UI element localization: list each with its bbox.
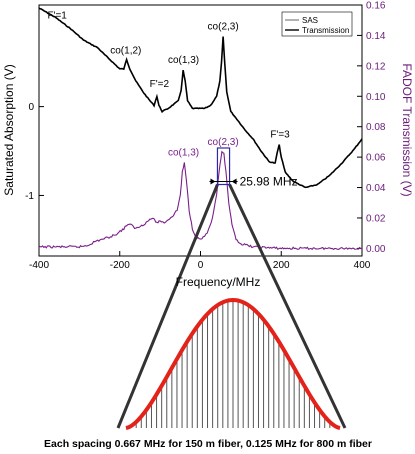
y-right-tick-label: 0.04: [366, 183, 386, 194]
figure-caption: Each spacing 0.667 MHz for 150 m fiber, …: [44, 438, 372, 450]
legend: SAS Transmission: [281, 11, 353, 37]
y-right-axis-ticks: 0.00 0.02 0.04 0.06 0.08 0.10 0.12 0.14 0.16: [357, 1, 386, 255]
width-marker-arrow-left: [210, 178, 216, 185]
peak-annotation: F'=1: [47, 11, 67, 22]
y-right-tick-label: 0.10: [366, 92, 386, 103]
x-tick-label: 0: [198, 260, 204, 271]
peak-annotation: co(1,3): [168, 148, 199, 159]
x-axis-ticks: -400 -200 0 200 400: [29, 251, 371, 271]
peak-annotation: F'=3: [270, 129, 290, 140]
y-right-tick-label: 0.06: [366, 153, 386, 164]
x-tick-label: 400: [354, 260, 371, 271]
y-right-tick-label: 0.00: [366, 244, 386, 255]
zoom-window: [216, 147, 231, 186]
legend-label-transmission: Transmission: [302, 26, 349, 35]
inset-envelope-curve: [125, 297, 341, 430]
peak-annotation: co(2,3): [208, 137, 239, 148]
y-right-tick-label: 0.14: [366, 31, 386, 42]
x-tick-label: 200: [273, 260, 290, 271]
x-axis-title: Frequency/MHz: [176, 275, 261, 289]
peak-annotation: co(1,2): [110, 46, 141, 57]
width-label: 25.98 MHz: [240, 174, 298, 188]
peak-annotation: co(1,3): [168, 55, 199, 66]
zoom-layer: 25.98 MHz: [116, 147, 347, 429]
zoom-inset: [125, 297, 341, 430]
series-layer: [38, 7, 363, 251]
legend-box: [281, 11, 353, 37]
y-right-tick-label: 0.08: [366, 122, 386, 133]
y-right-axis-title: FADOF Transmission (V): [400, 63, 414, 196]
y-left-axis-ticks: 0 -1: [25, 102, 44, 202]
peak-annotation: co(2,3): [208, 21, 239, 32]
y-left-axis-title: Saturated Absorption (V): [2, 64, 16, 195]
peak-annotation: F'=2: [150, 79, 170, 90]
y-right-tick-label: 0.12: [366, 61, 386, 72]
series-sas-line: [38, 7, 363, 189]
x-tick-label: -400: [29, 260, 49, 271]
zoom-funnel-right: [228, 183, 347, 429]
y-right-tick-label: 0.16: [366, 1, 386, 12]
y-left-tick-label: -1: [25, 191, 34, 202]
x-tick-label: -200: [110, 260, 130, 271]
series-transmission-line: [38, 150, 363, 251]
legend-label-sas: SAS: [302, 16, 318, 25]
y-right-tick-label: 0.02: [366, 213, 386, 224]
width-marker-arrow-right: [231, 178, 237, 185]
zoom-funnel-left: [116, 183, 219, 429]
annotation-layer: F'=1 co(1,2) F'=2 co(1,3) co(2,3) F'=3 co(1,3)…: [47, 11, 290, 159]
y-left-tick-label: 0: [28, 102, 34, 113]
